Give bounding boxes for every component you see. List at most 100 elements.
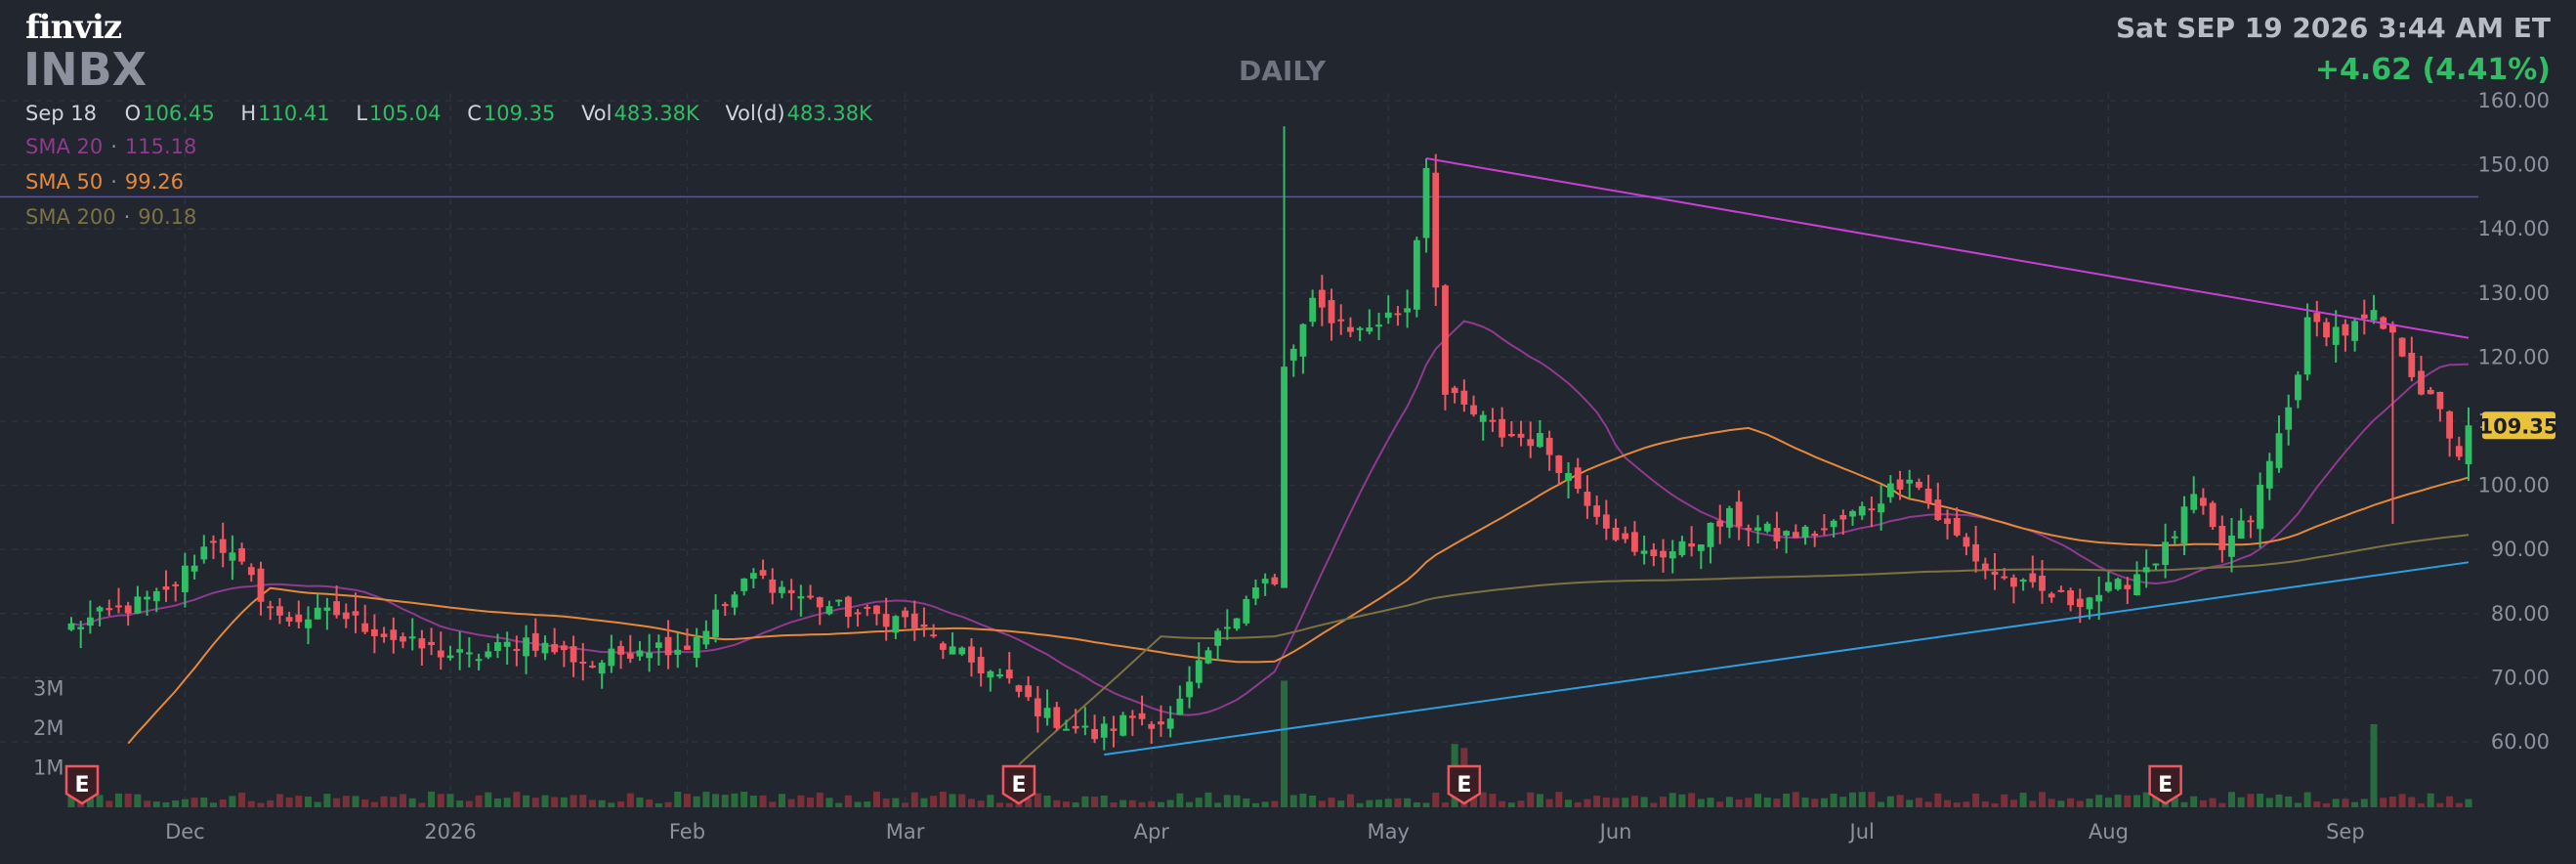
candle-body [314,607,321,620]
candle-body [636,650,644,657]
volume-bar [1091,797,1099,807]
volume-bar [106,800,113,807]
candle-body [1195,660,1203,683]
candle-body [731,594,739,608]
volume-bar [1309,796,1317,807]
candle-body [1783,531,1791,536]
volume-bar [2313,801,2321,807]
candle-body [1660,550,1667,558]
candle-body [1223,626,1231,629]
candle-body [1413,239,1420,310]
candle-body [323,607,331,611]
volume-bar [2418,802,2425,807]
volume-bar [987,795,994,807]
price-tick-label: 60.00 [2491,730,2550,754]
candle-body [1100,723,1108,738]
sma50-legend[interactable]: SMA 50 · 99.26 [25,170,185,194]
volume-bar [930,796,938,807]
volume-bar [361,799,369,807]
candle-body [551,644,559,653]
candle-body [1934,499,1942,521]
candle-body [949,646,956,655]
price-change: +4.62 (4.41%) [2314,53,2551,87]
candle-body [1944,518,1951,524]
earnings-marker[interactable]: E [1447,764,1482,805]
candle-body [608,648,615,667]
volume-bar [2029,800,2037,807]
candle-body [1460,390,1468,405]
ohlc-close: 109.35 [483,102,556,125]
sma200-legend[interactable]: SMA 200 · 90.18 [25,205,197,229]
volume-bar [1906,799,1914,807]
volume-bar [1375,799,1383,807]
ohlc-dollar-volume: 483.38K [786,102,872,125]
candle-body [2200,497,2207,506]
candle-body [2057,589,2065,592]
volume-bar [2323,802,2330,807]
candle-body [2142,567,2150,573]
volume-bar [835,802,843,807]
candle-body [87,617,94,626]
volume-bar [2332,799,2340,807]
earnings-marker[interactable]: E [64,764,100,805]
volume-bar [2446,796,2454,807]
volume-bar [96,795,104,807]
finviz-logo[interactable]: finviz [25,8,122,47]
candle-body [1507,433,1515,437]
candle-body [77,626,85,629]
candle-body [275,606,283,616]
candle-body [513,648,521,651]
sma50-line [127,426,2470,745]
volume-bar [446,794,454,807]
ohlc-date: Sep 18 [25,102,97,125]
candle-body [1442,285,1449,395]
earnings-marker[interactable]: E [1001,764,1036,805]
sma20-legend[interactable]: SMA 20 · 115.18 [25,135,197,158]
candle-body [1631,532,1638,552]
earnings-marker[interactable]: E [2148,764,2182,805]
candle-body [361,623,369,632]
candle-body [1375,324,1382,327]
volume-bar [1801,798,1809,807]
candle-body [1148,723,1156,729]
chart-period: DAILY [1239,55,1327,87]
candle-body [2427,389,2434,395]
candle-body [1252,586,1259,599]
candle-body [2237,520,2245,539]
volume-bar [1878,801,1885,807]
volume-bar [2294,802,2302,807]
volume-bar [967,799,975,807]
candle-body [1640,550,1648,554]
candle-body [541,642,549,654]
volume-bar [1186,801,1194,807]
candle-body [1735,501,1743,527]
candle-body [2048,593,2055,598]
candle-body [182,565,189,592]
candle-body [1489,419,1497,422]
candle-body [1707,522,1714,547]
ohlc-low: 105.04 [369,102,442,125]
candle-body [1906,479,1914,484]
candle-body [1015,685,1023,692]
volume-bar [2303,792,2311,807]
volume-bar [1157,801,1164,807]
candle-body [759,570,767,576]
volume-bar [295,796,303,807]
volume-bar [1204,792,1212,807]
candle-body [2010,577,2017,587]
candle-body [1896,479,1904,490]
candle-body [1138,713,1146,719]
candle-body [1384,312,1392,319]
ohlc-legend: Sep 18 O106.45 H110.41 L105.04 C109.35 V… [25,102,892,125]
volume-tick-label: 2M [33,716,63,740]
volume-bar [778,794,785,807]
volume-bar [1934,793,1942,807]
volume-bar [579,795,587,807]
candle-body [229,552,236,561]
volume-bar [1735,799,1743,807]
volume-bar [598,799,606,807]
volume-bar [825,798,833,807]
earnings-label: E [2158,773,2173,798]
